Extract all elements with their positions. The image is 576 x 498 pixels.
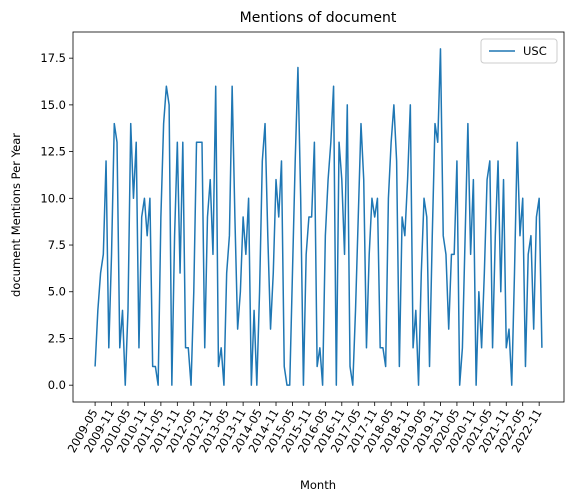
plot-frame [72, 31, 565, 403]
legend-box [480, 38, 558, 64]
y-axis-label: document Mentions Per Year [9, 133, 23, 297]
y-tick-label: 15.0 [40, 98, 66, 112]
y-tick-label: 0.0 [48, 378, 66, 392]
chart-title: Mentions of document [240, 10, 397, 26]
legend-label: USC [523, 44, 547, 58]
y-tick-label: 10.0 [40, 191, 66, 205]
y-tick-label: 2.5 [48, 331, 66, 345]
y-tick-label: 17.5 [40, 51, 66, 65]
series-line [94, 48, 543, 386]
x-axis-label: Month [300, 478, 336, 492]
y-tick-label: 5.0 [48, 285, 66, 299]
y-tick-label: 7.5 [48, 238, 66, 252]
y-tick-label: 12.5 [40, 145, 66, 159]
